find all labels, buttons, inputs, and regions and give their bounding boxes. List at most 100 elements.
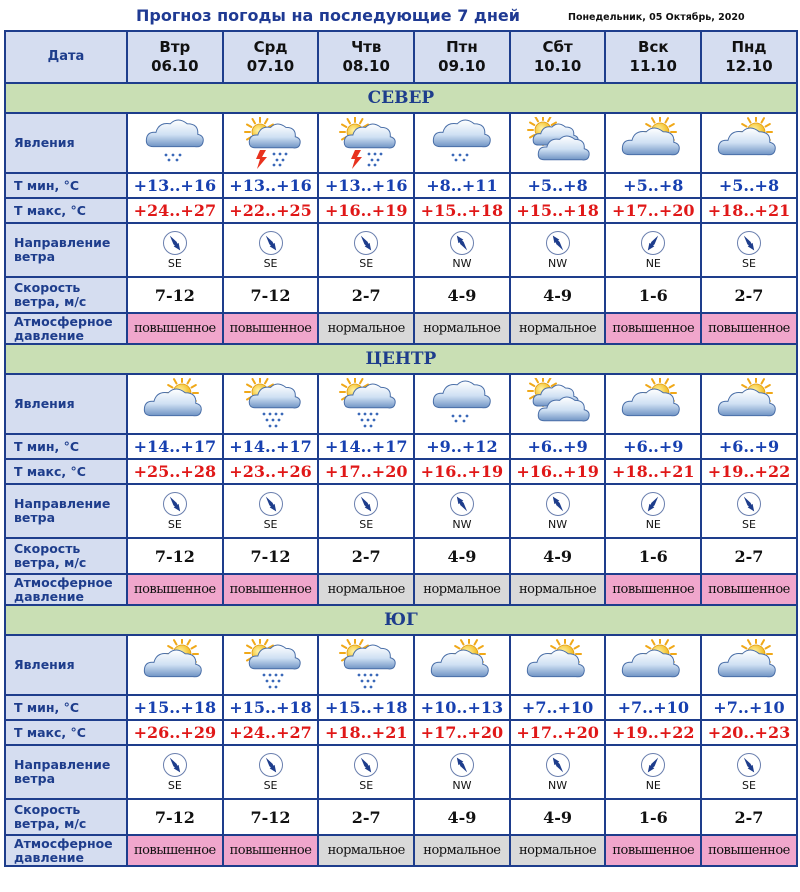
- tmin-row: Т мин, °С +14..+17 +14..+17 +14..+17 +9..+12…: [4, 433, 798, 460]
- phenomena-cell: [413, 112, 511, 174]
- sun-cloud-icon: [128, 378, 222, 430]
- wind-direction-label: NW: [452, 778, 472, 792]
- wind-speed-cell: 4-9: [413, 276, 511, 314]
- pressure-cell: повышенное: [126, 312, 224, 345]
- phenomena-cell: [317, 634, 416, 696]
- row-label-text: Т мин, °С: [14, 438, 80, 454]
- wind-direction-label: SE: [167, 778, 182, 792]
- wind-direction-cell: NW: [508, 744, 607, 800]
- cloud-light-snow-icon: [415, 117, 509, 169]
- compass-icon: NE: [640, 491, 666, 531]
- tmax-cell: +18..+21: [700, 197, 798, 224]
- row-label-text: Скорость: [14, 280, 81, 295]
- day-name: Птн: [446, 38, 478, 56]
- partly-sunny-rain-icon: [319, 378, 413, 430]
- sun-cloud-icon: [606, 117, 700, 169]
- compass-icon: SE: [162, 752, 188, 792]
- phenomena-cell: [604, 634, 703, 696]
- row-label-text: Явления: [14, 396, 75, 411]
- wind-speed-cell: 4-9: [508, 798, 607, 836]
- wind-direction-cell: NW: [508, 483, 607, 539]
- compass-icon: SE: [162, 491, 188, 531]
- phenomena-cell: [126, 373, 224, 435]
- wind-speed-cell: 7-12: [126, 798, 224, 836]
- tmax-cell: +17..+20: [604, 197, 703, 224]
- row-label: Скорость ветра, м/с: [4, 798, 128, 836]
- compass-icon: SE: [353, 491, 379, 531]
- phenomena-row: Явления: [4, 112, 798, 174]
- phenomena-cell: [604, 373, 703, 435]
- tmax-cell: +17..+20: [413, 719, 511, 746]
- phenomena-cell: [126, 112, 224, 174]
- pressure-cell: нормальное: [413, 312, 511, 345]
- pressure-cell: нормальное: [317, 573, 416, 606]
- tmin-cell: +14..+17: [317, 433, 416, 460]
- wind-direction-label: SE: [167, 517, 182, 531]
- wind-speed-cell: 7-12: [126, 537, 224, 575]
- compass-icon: SE: [258, 230, 284, 270]
- date-header-label: Дата: [4, 30, 128, 84]
- row-label: Явления: [4, 112, 128, 174]
- phenomena-cell: [604, 112, 703, 174]
- compass-icon: SE: [736, 230, 762, 270]
- row-label: Т мин, °С: [4, 694, 128, 721]
- wind-speed-cell: 7-12: [221, 798, 320, 836]
- tmin-cell: +7..+10: [700, 694, 798, 721]
- region-name: ЮГ: [4, 604, 798, 636]
- wind-direction-label: SE: [742, 256, 756, 270]
- partly-sunny-rain-icon: [224, 378, 318, 430]
- row-label-text: давление: [14, 849, 84, 865]
- wind-speed-cell: 2-7: [317, 798, 416, 836]
- wind-speed-cell: 7-12: [126, 276, 224, 314]
- row-label-text: давление: [14, 588, 84, 604]
- tmax-cell: +17..+20: [508, 719, 607, 746]
- wind-direction-cell: SE: [126, 222, 224, 278]
- wind-direction-label: SE: [742, 517, 756, 531]
- day-name: Втр: [159, 38, 191, 56]
- compass-icon: NE: [640, 752, 666, 792]
- wind-direction-cell: SE: [700, 222, 798, 278]
- wind-direction-label: SE: [263, 778, 278, 792]
- wind-direction-cell: NW: [413, 744, 511, 800]
- phenomena-cell: [317, 373, 416, 435]
- phenomena-cell: [317, 112, 416, 174]
- press-row: Атмосферное давление повышенное повышенное н…: [4, 312, 798, 345]
- row-label-text: Скорость: [14, 541, 81, 556]
- sun-cloud-icon: [702, 639, 796, 691]
- wind-speed-cell: 1-6: [604, 276, 703, 314]
- wind-direction-cell: NW: [413, 222, 511, 278]
- row-label-text: Т мин, °С: [14, 177, 80, 193]
- partly-sunny-thunderstorm-icon: [319, 117, 413, 169]
- wind-direction-label: NW: [452, 517, 472, 531]
- phenomena-cell: [700, 373, 798, 435]
- tmax-row: Т макс, °С +24..+27 +22..+25 +16..+19 +15..+…: [4, 197, 798, 224]
- wind-direction-label: SE: [359, 256, 374, 270]
- pressure-cell: повышенное: [700, 312, 798, 345]
- tmax-cell: +25..+28: [126, 458, 224, 485]
- sun-cloud-icon: [702, 117, 796, 169]
- wind-direction-label: SE: [263, 517, 278, 531]
- partly-sunny-rain-icon: [319, 639, 413, 691]
- tmax-cell: +20..+23: [700, 719, 798, 746]
- tmin-cell: +9..+12: [413, 433, 511, 460]
- tmin-cell: +13..+16: [317, 172, 416, 199]
- tmin-cell: +15..+18: [126, 694, 224, 721]
- press-row: Атмосферное давление повышенное повышенное н…: [4, 573, 798, 606]
- row-label: Атмосферное давление: [4, 834, 128, 867]
- wind-direction-label: NE: [645, 517, 661, 531]
- tmax-cell: +24..+27: [126, 197, 224, 224]
- wind-direction-row: Направление ветра SE SE SE NW NW NE SE: [4, 744, 798, 800]
- tmax-cell: +18..+21: [317, 719, 416, 746]
- wind-speed-cell: 7-12: [221, 276, 320, 314]
- row-label: Т мин, °С: [4, 433, 128, 460]
- row-label-text: Атмосферное: [14, 313, 113, 329]
- wind-direction-label: NW: [548, 256, 568, 270]
- region-row: ЦЕНТР: [4, 343, 798, 375]
- press-row: Атмосферное давление повышенное повышенное н…: [4, 834, 798, 867]
- sun-cloud-icon: [702, 378, 796, 430]
- phenomena-cell: [700, 634, 798, 696]
- tmin-cell: +14..+17: [126, 433, 224, 460]
- tmin-cell: +8..+11: [413, 172, 511, 199]
- day-name: Сбт: [542, 38, 573, 56]
- partly-sunny-thunderstorm-icon: [224, 117, 318, 169]
